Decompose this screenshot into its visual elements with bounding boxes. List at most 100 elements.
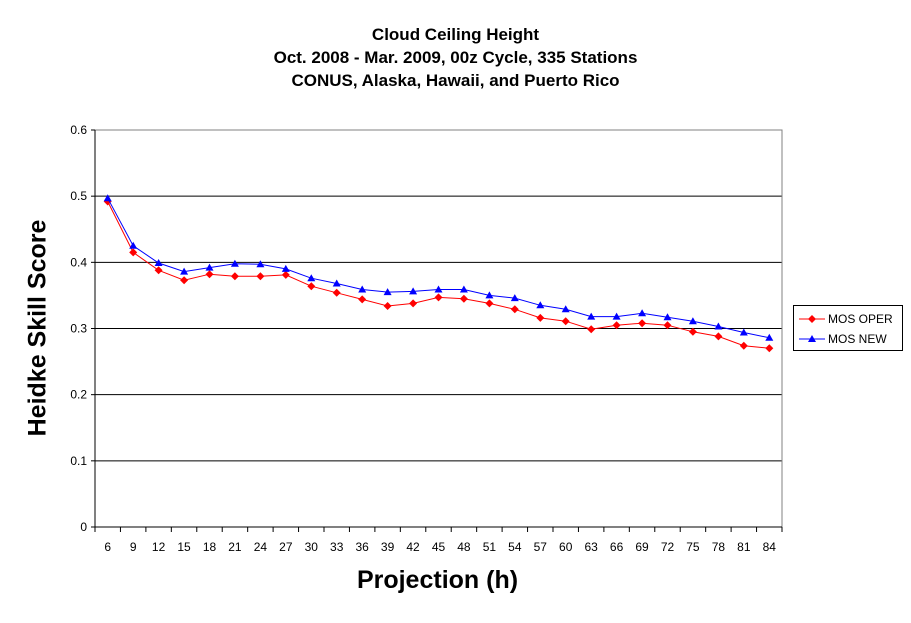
x-tick-label: 51 [483,540,497,554]
data-point-mos-new [587,312,596,320]
x-tick-label: 12 [152,540,166,554]
chart-title-line-1: Cloud Ceiling Height [371,25,540,44]
y-tick-label: 0.6 [70,123,87,137]
data-point-mos-new [561,305,570,313]
x-tick-label: 18 [203,540,217,554]
data-point-mos-new [358,285,367,293]
data-point-mos-oper [714,332,723,341]
x-tick-label: 27 [279,540,293,554]
legend-item-mos-oper: MOS OPER [794,311,902,327]
x-tick-label: 36 [355,540,369,554]
data-point-mos-new [129,241,138,249]
data-point-mos-oper [739,341,748,350]
data-point-mos-new [739,328,748,336]
y-tick-label: 0 [80,520,87,534]
x-tick-label: 60 [559,540,573,554]
data-point-mos-oper [638,319,647,328]
y-axis-label: Heidke Skill Score [23,219,52,437]
chart-title: Cloud Ceiling Height Oct. 2008 - Mar. 20… [0,23,911,92]
x-tick-label: 63 [584,540,598,554]
x-tick-label: 84 [763,540,777,554]
data-point-mos-new [154,259,163,266]
data-point-mos-oper [129,248,138,257]
x-tick-label: 24 [254,540,268,554]
data-point-mos-oper [332,288,341,297]
x-axis-label: Projection (h) [356,566,519,594]
series-layer [103,194,774,353]
series-mos-oper [103,197,774,353]
data-point-mos-oper [663,321,672,330]
data-point-mos-oper [180,276,189,285]
x-tick-label: 81 [737,540,751,554]
data-point-mos-oper [281,270,290,279]
data-point-mos-new [688,317,697,325]
data-point-mos-oper [536,313,545,322]
x-tick-label: 48 [457,540,471,554]
data-point-mos-new [638,309,647,317]
y-tick-label: 0.5 [70,189,87,203]
data-point-mos-oper [561,317,570,326]
data-point-mos-new [409,287,418,295]
legend-label-mos-new: MOS NEW [828,332,887,346]
y-tick-label: 0.3 [70,322,87,336]
x-tick-label: 54 [508,540,522,554]
chart-title-line-2: Oct. 2008 - Mar. 2009, 00z Cycle, 335 St… [273,48,638,67]
legend-swatch-diamond-icon [799,315,825,323]
data-point-mos-oper [205,270,214,279]
data-point-mos-new [383,288,392,296]
data-point-mos-new [485,291,494,299]
data-point-mos-oper [688,327,697,336]
data-point-mos-new [612,312,621,320]
data-point-mos-new [180,267,189,275]
data-point-mos-new [765,333,774,341]
data-point-mos-oper [459,294,468,303]
data-point-mos-new [256,260,265,268]
data-point-mos-new [459,285,468,293]
data-point-mos-new [103,194,112,202]
legend-item-mos-new: MOS NEW [794,331,902,347]
data-point-mos-new [434,285,443,293]
data-point-mos-new [714,322,723,330]
y-tick-label: 0.1 [70,454,87,468]
x-tick-label: 30 [305,540,319,554]
x-tick-label: 39 [381,540,395,554]
data-point-mos-new [536,301,545,309]
legend: MOS OPER MOS NEW [793,305,903,351]
x-tick-label: 66 [610,540,624,554]
x-tick-label: 75 [686,540,700,554]
data-point-mos-oper [383,302,392,310]
data-point-mos-oper [230,272,239,281]
legend-swatch-triangle-icon [799,335,825,342]
data-point-mos-oper [485,299,494,308]
x-tick-label: 72 [661,540,675,554]
data-point-mos-oper [765,344,774,353]
x-tick-label: 9 [130,540,137,554]
data-point-mos-oper [612,321,621,330]
x-tick-label: 6 [104,540,111,554]
data-point-mos-new [663,313,672,321]
data-point-mos-new [510,294,519,302]
data-point-mos-new [307,274,316,282]
y-tick-label: 0.4 [70,255,87,269]
x-tick-label: 78 [712,540,726,554]
data-point-mos-oper [587,325,596,334]
chart-title-line-3: CONUS, Alaska, Hawaii, and Puerto Rico [291,71,620,90]
data-point-mos-oper [409,299,418,308]
x-tick-label: 45 [432,540,446,554]
x-tick-label: 57 [534,540,548,554]
x-tick-label: 15 [177,540,191,554]
data-point-mos-oper [434,293,443,302]
series-line-mos-new [107,197,770,339]
x-tick-label: 69 [635,540,649,554]
data-point-mos-new [281,264,290,272]
data-point-mos-oper [307,282,316,291]
legend-label-mos-oper: MOS OPER [828,312,893,326]
data-point-mos-oper [154,266,163,275]
x-tick-label: 33 [330,540,344,554]
data-point-mos-oper [256,272,265,281]
data-point-mos-oper [358,295,367,304]
data-point-mos-new [230,259,239,267]
y-tick-label: 0.2 [70,388,87,402]
x-tick-label: 21 [228,540,242,554]
